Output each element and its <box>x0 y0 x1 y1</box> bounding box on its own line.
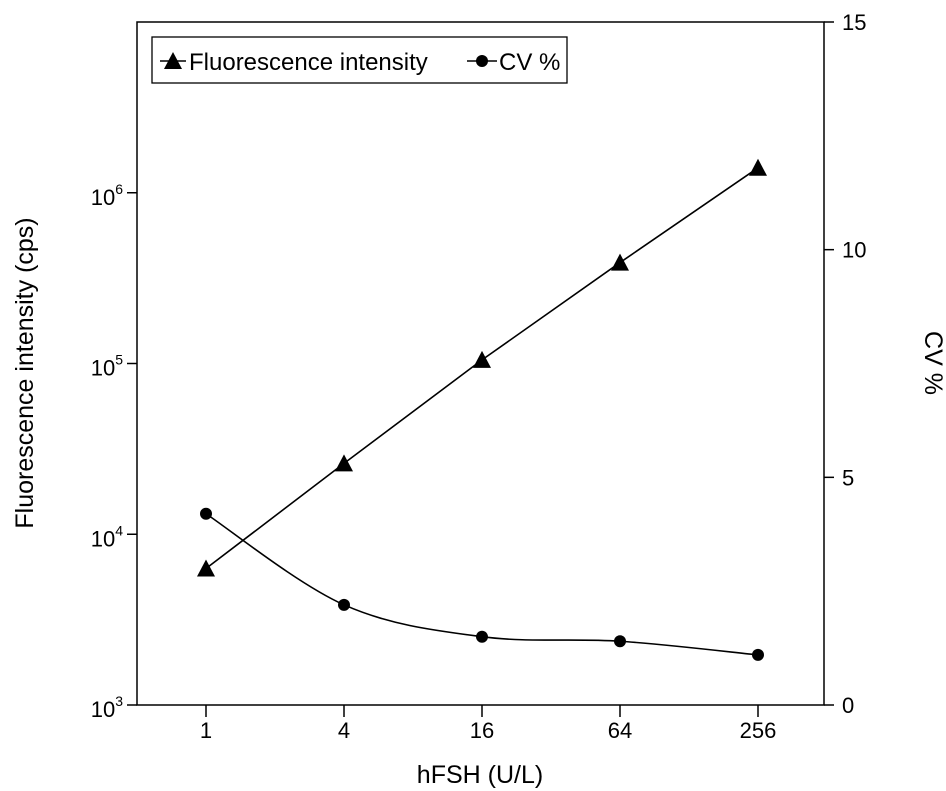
fluorescence-point <box>335 454 353 472</box>
y-right-axis-title: CV % <box>919 331 946 395</box>
fluorescence-point <box>611 253 629 271</box>
cv-point <box>200 507 212 520</box>
y-right-tick-label: 0 <box>842 693 854 718</box>
x-axis-title: hFSH (U/L) <box>417 761 543 789</box>
legend-marker-circle <box>476 55 488 67</box>
x-tick-label: 256 <box>740 718 777 743</box>
cv-point <box>476 630 488 643</box>
y-left-axis-title: Fluorescence intensity (cps) <box>11 217 39 528</box>
y-left-tick-label: 106 <box>91 181 123 210</box>
cv-point <box>752 648 764 661</box>
y-right-tick-label: 5 <box>842 465 854 490</box>
y-left-tick-label: 105 <box>91 352 123 381</box>
y-left-tick-label: 104 <box>91 522 123 551</box>
x-tick-label: 64 <box>608 718 632 743</box>
fluorescence-point <box>749 158 767 176</box>
legend-box <box>151 36 568 84</box>
x-tick-label: 4 <box>338 718 350 743</box>
legend-label-fluorescence: Fluorescence intensity <box>189 49 428 76</box>
legend-label-cv: CV % <box>499 49 560 76</box>
x-tick-label: 1 <box>200 718 212 743</box>
cv-point <box>338 598 350 611</box>
y-right-tick-label: 15 <box>842 10 866 35</box>
y-left-tick-label: 103 <box>91 693 123 722</box>
series-line-fluorescence-intensity <box>205 167 759 570</box>
cv-point <box>614 635 626 648</box>
legend-marker-triangle <box>164 52 182 69</box>
x-tick-label: 16 <box>470 718 494 743</box>
fluorescence-point <box>473 350 491 368</box>
fluorescence-point <box>197 559 215 577</box>
y-right-tick-label: 10 <box>842 238 866 263</box>
legend: Fluorescence intensity CV % <box>151 36 568 84</box>
